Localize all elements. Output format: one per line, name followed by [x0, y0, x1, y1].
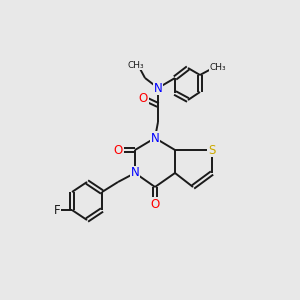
Text: O: O — [150, 197, 160, 211]
Text: N: N — [151, 131, 159, 145]
Text: CH₃: CH₃ — [128, 61, 144, 70]
Text: CH₃: CH₃ — [210, 64, 226, 73]
Text: O: O — [113, 143, 123, 157]
Text: N: N — [130, 167, 140, 179]
Text: F: F — [54, 203, 60, 217]
Text: N: N — [154, 82, 162, 94]
Text: S: S — [208, 143, 216, 157]
Text: O: O — [138, 92, 148, 104]
